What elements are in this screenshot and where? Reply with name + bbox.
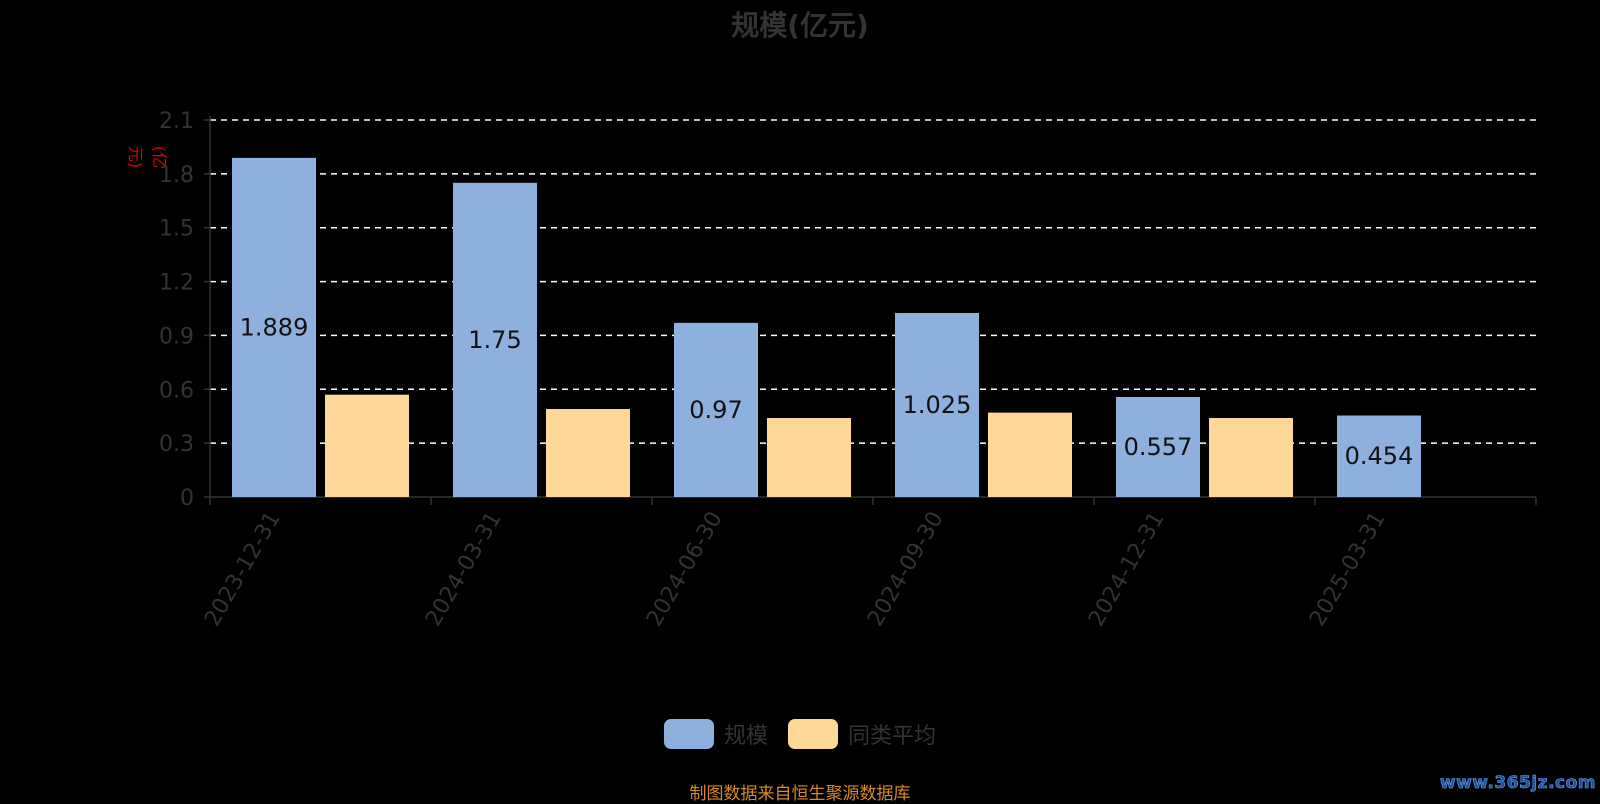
bar-scale: [232, 157, 316, 497]
y-tick-label: 0.9: [159, 324, 194, 349]
bar-peer-average: [546, 409, 630, 497]
data-label: 0.557: [1124, 433, 1193, 461]
y-tick-label: 0.6: [159, 378, 194, 403]
bar-peer-average: [767, 418, 851, 497]
chart-title: 规模(亿元): [731, 9, 869, 42]
data-label: 1.025: [903, 391, 972, 419]
x-tick-label: 2025-03-31: [1305, 508, 1391, 631]
y-tick-label: 1.8: [159, 163, 194, 188]
data-label: 1.75: [468, 326, 521, 354]
y-tick-label: 0.3: [159, 432, 194, 457]
bar-scale: [1116, 397, 1200, 497]
x-tick-label: 2024-12-31: [1084, 508, 1170, 631]
legend-swatch-peer-average: [788, 719, 838, 749]
bar-scale: [674, 322, 758, 497]
bar-peer-average: [1209, 418, 1293, 497]
legend: 规模 同类平均: [0, 718, 1600, 750]
watermark-text: www.365jz.com: [1439, 773, 1596, 794]
data-source-note: 制图数据来自恒生聚源数据库: [689, 784, 911, 804]
bar-peer-average: [988, 412, 1072, 497]
legend-item-scale[interactable]: 规模: [663, 718, 768, 750]
x-tick-label: 2023-12-31: [200, 508, 286, 631]
x-tick-label: 2024-03-31: [421, 508, 507, 631]
legend-swatch-scale: [663, 719, 714, 749]
legend-label-peer-average: 同类平均: [848, 724, 937, 749]
bar-scale: [1337, 415, 1421, 497]
y-tick-label: 2.1: [159, 109, 194, 134]
y-tick-label: 1.2: [159, 271, 194, 296]
x-tick-label: 2024-09-30: [863, 508, 949, 631]
bar-peer-average: [325, 394, 409, 497]
legend-label-scale: 规模: [723, 724, 768, 749]
data-label: 1.889: [240, 313, 309, 341]
data-label: 0.97: [689, 396, 742, 424]
bar-scale: [895, 312, 979, 497]
legend-item-peer-average[interactable]: 同类平均: [788, 718, 936, 750]
data-label: 0.454: [1345, 442, 1414, 470]
x-tick-label: 2024-06-30: [642, 508, 728, 631]
y-tick-label: 1.5: [159, 217, 194, 242]
y-tick-label: 0: [180, 486, 194, 511]
bar-scale: [453, 182, 537, 498]
